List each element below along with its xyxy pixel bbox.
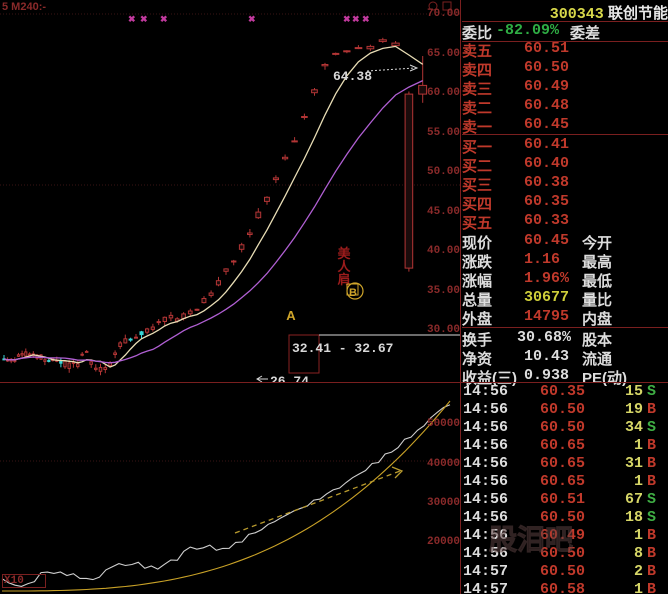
svg-text:B: B <box>349 287 357 299</box>
svg-text:✖: ✖ <box>140 14 148 24</box>
svg-text:✖: ✖ <box>362 14 370 24</box>
svg-text:26.74: 26.74 <box>270 374 309 382</box>
svg-text:✖: ✖ <box>343 14 351 24</box>
svg-text:64.38: 64.38 <box>333 69 372 84</box>
svg-text:✖: ✖ <box>160 14 168 24</box>
svg-text:股泪吧: 股泪吧 <box>489 524 573 555</box>
svg-text:✖: ✖ <box>352 14 360 24</box>
svg-text:✖: ✖ <box>248 14 256 24</box>
svg-text:肩: 肩 <box>337 272 350 287</box>
svg-text:✖: ✖ <box>128 14 136 24</box>
svg-text:32.41 - 32.67: 32.41 - 32.67 <box>292 341 393 356</box>
svg-text:A: A <box>286 308 296 323</box>
